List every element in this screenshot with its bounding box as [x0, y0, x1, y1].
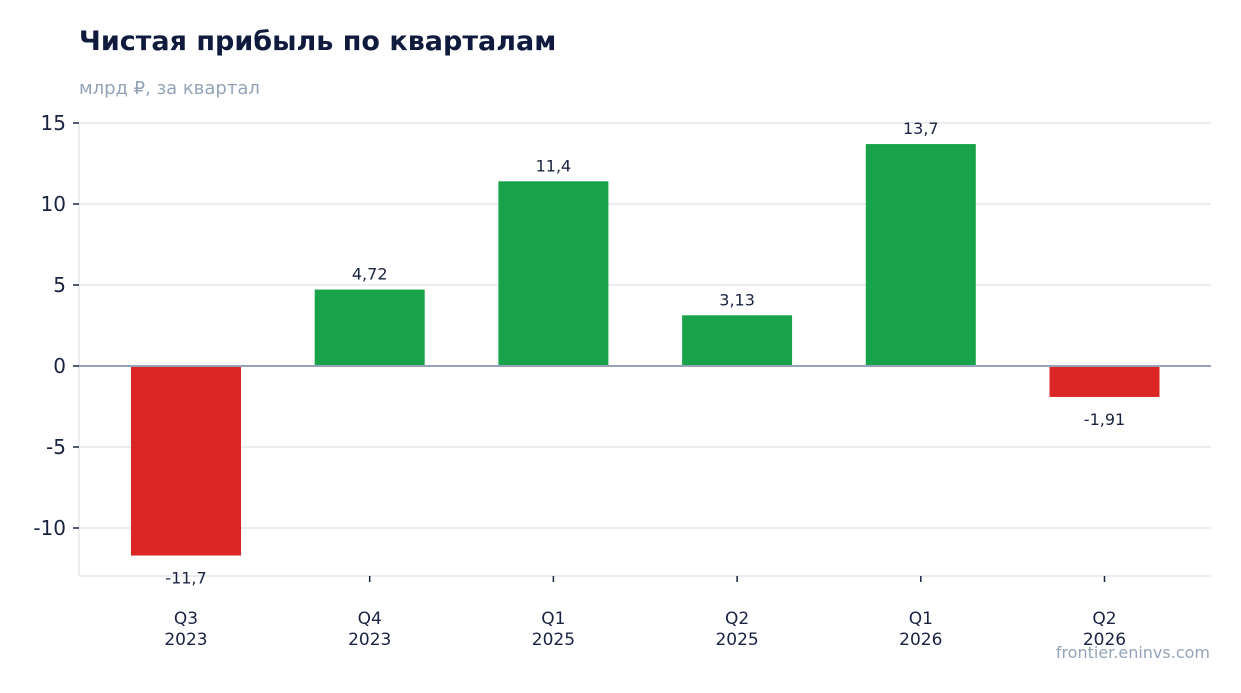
bar: [131, 366, 241, 556]
x-tick-label: Q2 2025: [715, 609, 758, 650]
x-tick-label: Q1 2025: [532, 609, 575, 650]
grid-lines: [79, 122, 1211, 529]
x-tick-label: Q4 2023: [348, 609, 391, 650]
data-label: 13,7: [903, 119, 939, 138]
bar: [1049, 366, 1160, 397]
data-label: 4,72: [352, 265, 388, 284]
chart-subtitle: млрд ₽, за квартал: [79, 78, 260, 99]
x-tick-label: Q1 2026: [899, 609, 942, 650]
bars: [131, 144, 1160, 556]
data-label: -1,91: [1084, 410, 1125, 429]
y-tick-label: -5: [46, 435, 66, 459]
data-label: 11,4: [536, 156, 572, 175]
bar: [682, 315, 793, 366]
data-label: -11,7: [165, 569, 206, 588]
axes: [78, 123, 1211, 577]
y-tick-label: 10: [41, 192, 66, 216]
bar: [498, 181, 609, 366]
source-watermark: frontier.eninvs.com: [1055, 643, 1210, 662]
bar: [314, 289, 425, 366]
y-tick-label: 5: [53, 273, 66, 297]
data-labels: -11,7 4,72 11,4 3,13 13,7 -1,91: [79, 119, 1211, 588]
data-label: 3,13: [719, 290, 755, 309]
x-axis-ticks: Q3 2023 Q4 2023 Q1 2025 Q2 2025 Q1 2026 Q2 2026: [164, 576, 1126, 650]
bar: [865, 144, 976, 366]
x-tick-label: Q3 2023: [164, 609, 207, 650]
y-tick-label: -10: [33, 516, 66, 540]
y-tick-label: 0: [53, 354, 66, 378]
y-tick-label: 15: [41, 111, 66, 135]
chart-title: Чистая прибыль по кварталам: [79, 26, 557, 57]
x-tick-label: Q2 2026: [1083, 609, 1126, 650]
y-axis-ticks: 15 10 5 0 -5 -10: [33, 111, 79, 540]
